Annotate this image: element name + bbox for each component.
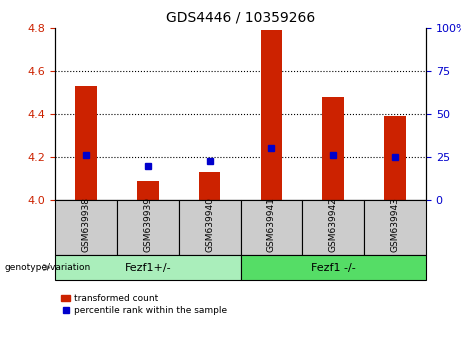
Bar <box>260 30 282 200</box>
Text: Fezf1 -/-: Fezf1 -/- <box>311 263 355 273</box>
Text: GSM639940: GSM639940 <box>205 198 214 252</box>
Bar <box>241 255 426 280</box>
Text: genotype/variation: genotype/variation <box>5 263 91 272</box>
Bar <box>55 255 241 280</box>
Bar <box>55 200 117 255</box>
Title: GDS4446 / 10359266: GDS4446 / 10359266 <box>166 10 315 24</box>
Bar <box>75 86 97 200</box>
Text: GSM639943: GSM639943 <box>390 198 400 252</box>
Text: GSM639941: GSM639941 <box>267 198 276 252</box>
Legend: transformed count, percentile rank within the sample: transformed count, percentile rank withi… <box>59 292 229 317</box>
Bar <box>364 200 426 255</box>
Bar <box>241 200 302 255</box>
Bar <box>179 200 241 255</box>
Bar <box>322 97 344 200</box>
Text: GSM639938: GSM639938 <box>82 197 90 252</box>
Text: GSM639942: GSM639942 <box>329 198 338 252</box>
Bar <box>384 116 406 200</box>
Text: GSM639939: GSM639939 <box>143 197 152 252</box>
Bar <box>199 172 220 200</box>
Bar <box>302 200 364 255</box>
Bar <box>137 181 159 200</box>
Bar <box>117 200 179 255</box>
Text: Fezf1+/-: Fezf1+/- <box>124 263 171 273</box>
